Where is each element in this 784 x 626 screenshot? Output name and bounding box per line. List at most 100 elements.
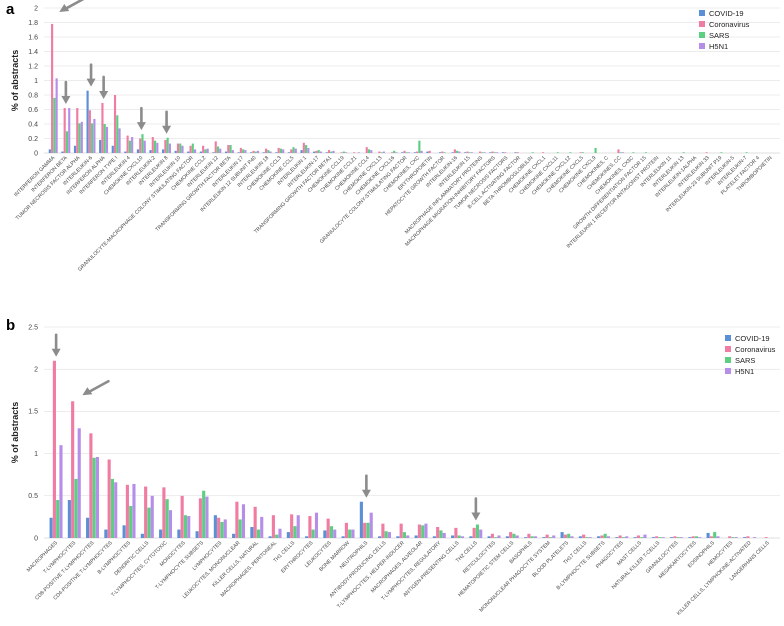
legend-label: Coronavirus xyxy=(709,20,750,29)
bar-coronavirus-26 xyxy=(527,533,531,538)
bar-coronavirus-22 xyxy=(454,527,458,538)
bar-h5n1-32 xyxy=(643,534,647,538)
bar-sars-9 xyxy=(220,521,224,538)
bar-sars-43 xyxy=(594,147,597,153)
bar-sars-12 xyxy=(275,534,279,538)
bar-h5n1-4 xyxy=(105,126,109,153)
bar-h5n1-14 xyxy=(314,512,319,538)
bar-coronavirus-6 xyxy=(126,135,129,153)
bar-h5n1-27 xyxy=(552,535,556,538)
bar-covid-19-22 xyxy=(451,535,455,538)
legend-swatch xyxy=(699,21,705,27)
y-tick-label: 0.2 xyxy=(28,136,38,143)
bar-h5n1-15 xyxy=(244,150,247,153)
bar-covid-19-27 xyxy=(542,537,546,538)
y-tick-label: 0.6 xyxy=(28,107,38,114)
bar-coronavirus-21 xyxy=(436,527,440,538)
bar-coronavirus-31 xyxy=(441,151,444,153)
bar-covid-19-12 xyxy=(268,536,272,538)
annotation-arrow xyxy=(136,106,146,131)
bar-h5n1-30 xyxy=(606,536,611,538)
bar-h5n1-11 xyxy=(260,516,264,538)
bar-sars-10 xyxy=(238,519,242,538)
bar-covid-19-17 xyxy=(262,152,265,153)
annotation-arrow xyxy=(59,0,85,12)
bar-covid-19-12 xyxy=(199,151,202,153)
legend-swatch xyxy=(699,43,705,49)
x-tick-label: T-LYMPHOCYTES xyxy=(42,540,77,575)
bar-h5n1-10 xyxy=(181,145,184,153)
bar-covid-19-14 xyxy=(224,151,228,153)
bar-sars-28 xyxy=(567,533,571,538)
bar-coronavirus-24 xyxy=(490,533,494,538)
annotation-arrow xyxy=(99,75,109,99)
bar-covid-19-3 xyxy=(104,529,108,538)
y-tick-label: 0.5 xyxy=(28,493,38,500)
bar-coronavirus-36 xyxy=(709,536,713,538)
bar-h5n1-9 xyxy=(168,143,171,153)
bar-coronavirus-21 xyxy=(315,150,318,153)
bar-coronavirus-34 xyxy=(478,151,482,153)
bar-covid-19-9 xyxy=(162,149,165,154)
bar-coronavirus-3 xyxy=(88,110,91,153)
bar-sars-35 xyxy=(493,152,496,153)
bar-coronavirus-23 xyxy=(472,527,476,538)
y-tick-label: 2 xyxy=(34,5,38,12)
bar-sars-37 xyxy=(731,537,735,538)
bar-coronavirus-52 xyxy=(705,152,708,153)
bar-coronavirus-29 xyxy=(582,534,586,538)
bar-coronavirus-15 xyxy=(326,518,330,538)
bar-h5n1-7 xyxy=(187,516,191,538)
bar-h5n1-13 xyxy=(296,515,300,538)
bar-sars-34 xyxy=(481,152,484,153)
bar-covid-19-31 xyxy=(438,152,442,153)
bar-coronavirus-11 xyxy=(189,145,192,153)
bar-sars-11 xyxy=(256,529,260,538)
bar-coronavirus-19 xyxy=(399,523,403,538)
bar-sars-31 xyxy=(443,152,446,153)
bar-sars-7 xyxy=(141,134,144,153)
bar-h5n1-32 xyxy=(458,151,461,153)
bar-coronavirus-27 xyxy=(545,534,549,538)
annotation-arrow xyxy=(162,110,172,134)
bar-h5n1-2 xyxy=(80,121,83,153)
bar-h5n1-35 xyxy=(496,152,499,153)
bar-covid-19-9 xyxy=(213,515,217,538)
bar-covid-19-33 xyxy=(464,152,467,153)
bar-sars-53 xyxy=(720,152,723,153)
bar-sars-47 xyxy=(644,152,647,153)
y-tick-label: 1.4 xyxy=(28,49,38,56)
bar-sars-27 xyxy=(548,537,552,538)
bar-covid-19-13 xyxy=(286,532,290,538)
bar-covid-19-30 xyxy=(426,151,429,153)
legend-swatch xyxy=(725,346,731,352)
x-tick-label: RETICULOCYTES xyxy=(462,540,497,575)
bar-covid-19-30 xyxy=(597,536,601,538)
bar-sars-11 xyxy=(191,143,194,153)
bar-sars-38 xyxy=(531,152,534,153)
bar-h5n1-4 xyxy=(132,483,136,538)
bar-h5n1-1 xyxy=(68,108,71,153)
y-axis-label: % of abstracts xyxy=(10,50,20,112)
bar-sars-8 xyxy=(202,490,206,538)
legend-label: SARS xyxy=(735,356,755,365)
x-tick-label: MACROPHAGES xyxy=(26,540,60,574)
bar-covid-19-37 xyxy=(514,152,517,153)
bar-coronavirus-4 xyxy=(125,484,129,538)
bar-h5n1-19 xyxy=(294,148,297,153)
bar-sars-36 xyxy=(713,532,717,538)
bar-covid-19-21 xyxy=(313,151,316,153)
bar-coronavirus-1 xyxy=(71,401,75,538)
bar-sars-28 xyxy=(405,152,408,153)
bar-coronavirus-14 xyxy=(227,145,230,153)
bar-covid-19-5 xyxy=(140,533,144,538)
bar-coronavirus-6 xyxy=(162,487,166,538)
bar-coronavirus-15 xyxy=(239,147,242,153)
bar-covid-19-8 xyxy=(149,150,152,153)
bar-h5n1-0 xyxy=(59,445,63,538)
bar-coronavirus-34 xyxy=(673,536,677,538)
bar-h5n1-23 xyxy=(479,529,483,538)
bar-coronavirus-42 xyxy=(579,152,582,153)
x-tick-label: ERYTHROCYTES xyxy=(280,540,315,575)
